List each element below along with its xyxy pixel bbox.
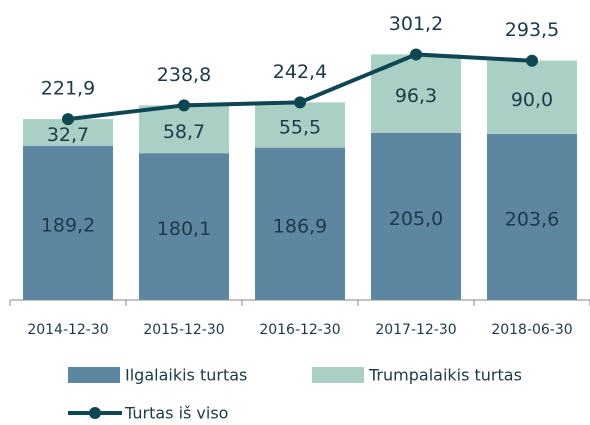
bar bbox=[371, 132, 461, 300]
line-value-label: 221,9 bbox=[41, 78, 95, 100]
bar-value-label: 32,7 bbox=[47, 124, 89, 146]
line-value-label: 242,4 bbox=[273, 61, 327, 83]
x-tick-label: 2018-06-30 bbox=[491, 322, 572, 338]
legend-label: Turtas iš viso bbox=[124, 404, 228, 423]
line-value-label: 293,5 bbox=[505, 19, 559, 41]
bar bbox=[487, 60, 577, 135]
bar bbox=[487, 134, 577, 300]
x-tick-label: 2016-12-30 bbox=[259, 322, 340, 338]
x-tick-label: 2015-12-30 bbox=[143, 322, 224, 338]
bar-value-label: 180,1 bbox=[157, 218, 211, 240]
bar-value-label: 96,3 bbox=[395, 85, 437, 107]
bar bbox=[23, 145, 113, 300]
bar-value-label: 205,0 bbox=[389, 208, 443, 230]
line-point bbox=[526, 54, 538, 67]
x-tick-label: 2014-12-30 bbox=[27, 322, 108, 338]
x-tick-label: 2017-12-30 bbox=[375, 322, 456, 338]
bar bbox=[255, 102, 345, 148]
line-point bbox=[294, 96, 306, 109]
line-value-label: 238,8 bbox=[157, 64, 211, 86]
bar-value-label: 55,5 bbox=[279, 117, 321, 139]
bar-value-label: 58,7 bbox=[163, 121, 205, 143]
bar-value-label: 203,6 bbox=[505, 209, 559, 231]
line-point bbox=[62, 113, 74, 126]
legend-label: Ilgalaikis turtas bbox=[125, 366, 247, 385]
legend-label: Trumpalaikis turtas bbox=[368, 366, 522, 385]
bar bbox=[255, 147, 345, 300]
legend-point bbox=[89, 407, 101, 419]
bar-value-label: 90,0 bbox=[511, 89, 553, 111]
line-value-label: 301,2 bbox=[389, 13, 443, 35]
line-point bbox=[410, 48, 422, 61]
bar bbox=[139, 153, 229, 300]
bar-value-label: 186,9 bbox=[273, 215, 327, 237]
legend-swatch bbox=[312, 367, 364, 383]
line-point bbox=[178, 99, 190, 112]
bar bbox=[139, 105, 229, 154]
bar-value-label: 189,2 bbox=[41, 214, 95, 236]
legend-swatch bbox=[68, 367, 120, 383]
